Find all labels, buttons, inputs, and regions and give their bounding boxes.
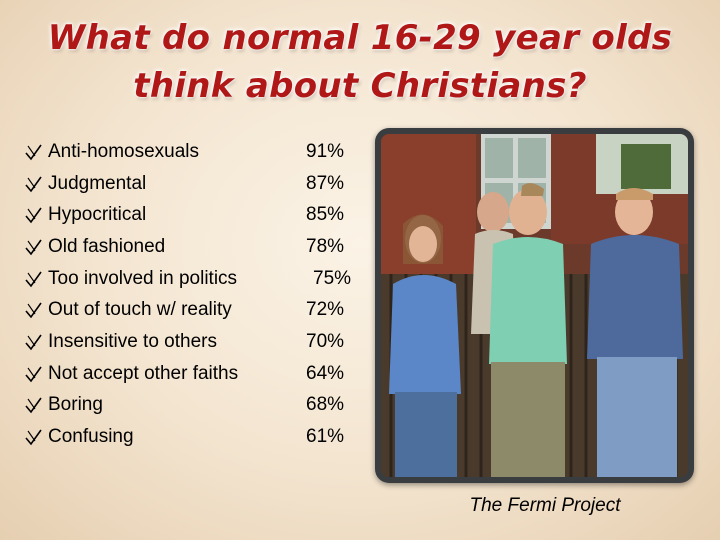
group-photo-illustration (381, 134, 688, 477)
list-item-label: Anti-homosexuals (48, 140, 200, 162)
list-item: Old fashioned 78% (24, 231, 344, 263)
pencil-check-icon (25, 366, 42, 382)
pencil-check-icon (25, 397, 42, 414)
list-item-percent: 72% (306, 299, 345, 321)
list-item-percent: 91% (306, 140, 345, 162)
pencil-check-icon (25, 144, 42, 161)
pencil-check-icon (25, 334, 42, 351)
list-item-label: Confusing (48, 426, 134, 448)
list-item-label: Hypocritical (48, 204, 147, 226)
slide-title-line-2: think about Christians? (133, 66, 587, 106)
list-item-label: Too involved in politics (48, 267, 238, 289)
list-item-label: Insensitive to others (48, 330, 217, 352)
pencil-check-icon (25, 271, 42, 287)
list-item-label: Not accept other faiths (48, 362, 239, 384)
list-item-label: Boring (48, 394, 103, 416)
list-item: Too involved in politics 75% (24, 263, 351, 295)
list-item: Judgmental 87% (24, 168, 344, 200)
list-item-percent: 70% (306, 330, 345, 352)
list-item-percent: 61% (306, 426, 345, 448)
slide-title-line-1: What do normal 16-29 year olds (47, 18, 673, 58)
pencil-check-icon (25, 207, 42, 224)
list-item-percent: 68% (306, 394, 345, 416)
list-item: Out of touch w/ reality 72% (24, 294, 344, 326)
pencil-check-icon (25, 176, 42, 192)
pencil-check-icon (25, 239, 42, 256)
survey-results-list: Anti-homosexuals 91% Judgmental 87% Hypo… (24, 136, 351, 453)
list-item-label: Old fashioned (48, 235, 166, 257)
slide-title: What do normal 16-29 year olds think abo… (0, 14, 720, 110)
list-item-percent: 64% (306, 362, 345, 384)
list-item: Boring 68% (24, 390, 344, 422)
photo-credit: The Fermi Project (469, 495, 621, 516)
list-item-label: Judgmental (48, 172, 147, 194)
list-item: Confusing 61% (24, 421, 344, 453)
list-item: Insensitive to others 70% (24, 326, 344, 358)
list-item-percent: 85% (306, 204, 345, 226)
list-item: Not accept other faiths 64% (24, 358, 344, 390)
list-item: Anti-homosexuals 91% (24, 136, 344, 168)
list-item-percent: 78% (306, 235, 345, 257)
list-item-percent: 87% (306, 172, 345, 194)
list-item: Hypocritical 85% (24, 199, 344, 231)
list-item-label: Out of touch w/ reality (48, 299, 232, 321)
pencil-check-icon (25, 429, 42, 446)
list-item-percent: 75% (313, 267, 352, 289)
group-photo (375, 128, 694, 483)
pencil-check-icon (25, 302, 42, 319)
